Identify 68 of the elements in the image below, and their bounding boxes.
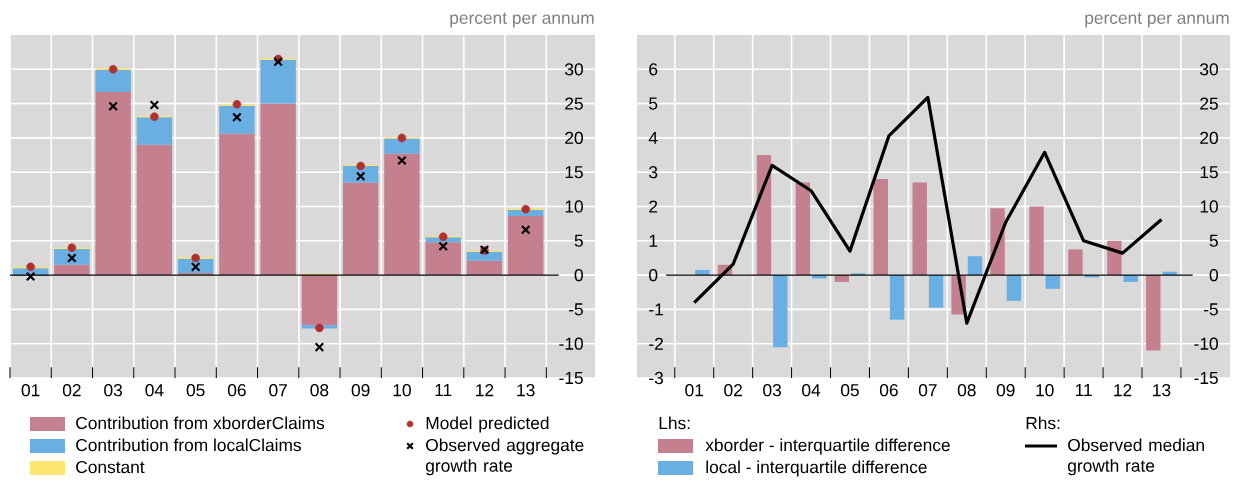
y-axis-title: percent per annum (450, 12, 594, 28)
y-tick-label: -15 (559, 371, 583, 385)
x-tick-label: 11 (1075, 384, 1092, 396)
text: Lhs: (659, 416, 690, 430)
x-tick-label: 02 (62, 384, 81, 397)
x-tick-label: 08 (957, 384, 976, 397)
x-tick-label: 12 (476, 384, 494, 397)
y2-tick-label: -5 (1204, 303, 1218, 316)
y-tick-label: 6 (649, 63, 658, 76)
y-tick-label: 4 (648, 131, 658, 144)
y-tick-label: 10 (565, 200, 583, 213)
y-tick-label: 20 (565, 131, 583, 145)
y-tick-label: 0 (574, 268, 583, 282)
y-tick-label: 25 (565, 97, 583, 110)
legend-label: xborder - interquartile difference (705, 438, 950, 455)
y-tick-label: -5 (568, 303, 583, 316)
y2-tick-label: 20 (1200, 131, 1218, 145)
y-tick-label: 15 (565, 166, 583, 179)
y-tick-label: 30 (565, 63, 583, 76)
y2-tick-label: 5 (1209, 234, 1218, 247)
y2-axis-title: percent per annum (1085, 12, 1229, 28)
y-tick-label: -10 (559, 337, 583, 350)
x-tick-label: 11 (435, 384, 452, 396)
y2-tick-label: 25 (1200, 97, 1218, 110)
y2-tick-label: -10 (1194, 337, 1218, 350)
x-tick-label: 10 (393, 384, 411, 397)
x-tick-label: 03 (104, 384, 123, 397)
y-tick-label: 5 (649, 97, 658, 110)
legend-label: Observed aggregate growth rate (426, 438, 584, 476)
x-tick-label: 01 (685, 384, 704, 397)
legend-label: Constant (76, 460, 145, 474)
y-tick-label: -1 (649, 303, 663, 316)
legend-label: Model predicted (426, 416, 549, 433)
x-tick-label: 10 (1036, 384, 1054, 397)
x-tick-label: 09 (996, 384, 1015, 397)
x-tick-label: 04 (802, 384, 821, 397)
y-tick-label: -2 (649, 337, 663, 350)
x-tick-label: 13 (1153, 384, 1171, 397)
x-tick-label: 06 (879, 384, 898, 397)
x-tick-label: 09 (351, 384, 370, 397)
y2-tick-label: 30 (1200, 63, 1218, 76)
x-tick-label: 01 (21, 384, 40, 397)
x-tick-label: 06 (227, 384, 246, 397)
x-tick-label: 02 (724, 384, 742, 397)
y2-tick-label: 15 (1200, 166, 1218, 179)
y-tick-label: -3 (649, 371, 664, 385)
legend-label: Observed median growth rate (1068, 438, 1204, 476)
legend-label: Contribution from xborderClaims (76, 416, 325, 430)
x-tick-label: 07 (918, 384, 937, 397)
x-tick-label: 05 (186, 384, 205, 397)
y-tick-label: 1 (649, 234, 658, 247)
x-tick-label: 03 (763, 384, 781, 397)
x-tick-label: 13 (517, 384, 535, 397)
y2-tick-label: 10 (1200, 200, 1218, 213)
y-tick-label: 3 (649, 166, 658, 179)
x-tick-label: 07 (269, 384, 287, 397)
y2-tick-label: -15 (1194, 371, 1218, 385)
x-tick-label: 08 (310, 384, 329, 397)
legend-label: local - interquartile difference (706, 460, 927, 477)
x-tick-label: 12 (1114, 384, 1132, 397)
x-tick-label: 04 (145, 384, 164, 397)
x-tick-label: 05 (841, 384, 859, 397)
y-tick-label: 0 (649, 268, 658, 282)
text: Rhs: (1026, 416, 1060, 430)
y-tick-label: 2 (649, 200, 658, 213)
legend-label: Contribution from localClaims (76, 438, 301, 452)
y2-tick-label: 0 (1209, 268, 1218, 282)
y-tick-label: 5 (574, 234, 583, 247)
